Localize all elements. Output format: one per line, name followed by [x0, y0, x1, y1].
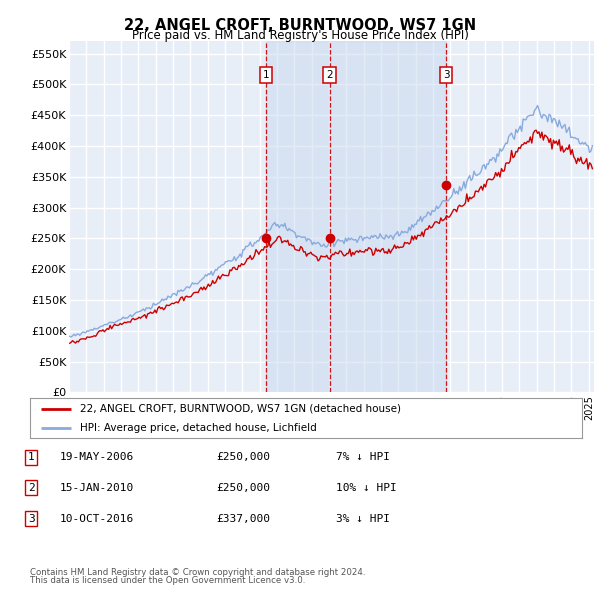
Text: 10-OCT-2016: 10-OCT-2016	[60, 514, 134, 523]
Text: £337,000: £337,000	[216, 514, 270, 523]
Text: 1: 1	[28, 453, 35, 462]
Text: 22, ANGEL CROFT, BURNTWOOD, WS7 1GN: 22, ANGEL CROFT, BURNTWOOD, WS7 1GN	[124, 18, 476, 32]
Text: 22, ANGEL CROFT, BURNTWOOD, WS7 1GN (detached house): 22, ANGEL CROFT, BURNTWOOD, WS7 1GN (det…	[80, 404, 401, 414]
Text: £250,000: £250,000	[216, 453, 270, 462]
Text: 15-JAN-2010: 15-JAN-2010	[60, 483, 134, 493]
Text: 3: 3	[443, 70, 449, 80]
Text: This data is licensed under the Open Government Licence v3.0.: This data is licensed under the Open Gov…	[30, 576, 305, 585]
Text: 3% ↓ HPI: 3% ↓ HPI	[336, 514, 390, 523]
Text: 19-MAY-2006: 19-MAY-2006	[60, 453, 134, 462]
Text: Contains HM Land Registry data © Crown copyright and database right 2024.: Contains HM Land Registry data © Crown c…	[30, 568, 365, 577]
Text: £250,000: £250,000	[216, 483, 270, 493]
Text: 2: 2	[28, 483, 35, 493]
Text: HPI: Average price, detached house, Lichfield: HPI: Average price, detached house, Lich…	[80, 423, 316, 432]
Text: 10% ↓ HPI: 10% ↓ HPI	[336, 483, 397, 493]
Text: 3: 3	[28, 514, 35, 523]
Text: 1: 1	[263, 70, 269, 80]
Bar	[266, 41, 446, 392]
Text: 7% ↓ HPI: 7% ↓ HPI	[336, 453, 390, 462]
Text: 2: 2	[326, 70, 333, 80]
Text: Price paid vs. HM Land Registry's House Price Index (HPI): Price paid vs. HM Land Registry's House …	[131, 30, 469, 42]
